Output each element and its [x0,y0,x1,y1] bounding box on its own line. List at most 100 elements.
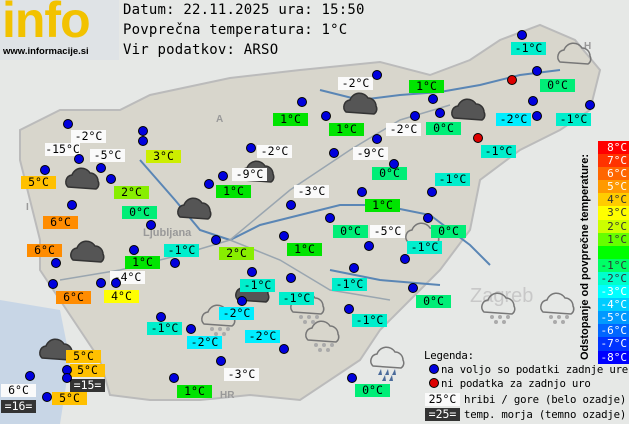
station-dot[interactable] [528,96,538,106]
scale-step: -7°C [598,337,629,351]
station-temperature: 5°C [66,350,101,363]
station-dot[interactable] [138,136,148,146]
date-line: Datum: 22.11.2025 ura: 15:50 [123,2,365,18]
station-temperature: -2°C [386,123,421,136]
station-dot[interactable] [427,187,437,197]
station-dot[interactable] [321,111,331,121]
station-dot[interactable] [410,111,420,121]
cloud-dark-icon [65,238,109,280]
station-dot[interactable] [517,30,527,40]
station-temperature: 0°C [122,206,157,219]
station-dot[interactable] [96,163,106,173]
station-dot[interactable] [408,283,418,293]
station-temperature: 1°C [409,80,444,93]
station-dot[interactable] [106,174,116,184]
station-dot[interactable] [204,179,214,189]
station-temperature: 1°C [125,256,160,269]
scale-step: 8°C [598,141,629,155]
station-dot[interactable] [216,356,226,366]
station-dot[interactable] [279,344,289,354]
station-dot[interactable] [74,154,84,164]
station-dot[interactable] [62,373,72,383]
station-temperature: -1°C [407,241,442,254]
station-dot[interactable] [297,97,307,107]
station-dot[interactable] [169,373,179,383]
station-temperature: 5°C [70,364,105,377]
station-dot[interactable] [400,254,410,264]
station-dot[interactable] [279,231,289,241]
station-temperature: -1°C [147,322,182,335]
station-dot[interactable] [357,187,367,197]
scale-step: 2°C [598,219,629,233]
station-dot[interactable] [372,134,382,144]
station-dot-missing[interactable] [473,133,483,143]
station-temperature: -15°C [45,142,80,156]
station-dot[interactable] [428,94,438,104]
legend-red-dot-icon [429,378,439,388]
station-dot[interactable] [347,373,357,383]
station-dot[interactable] [585,100,595,110]
station-dot[interactable] [532,111,542,121]
station-temperature: -2°C [257,145,292,158]
station-dot-missing[interactable] [507,75,517,85]
station-dot[interactable] [186,324,196,334]
cloud-outline-icon [552,40,596,82]
station-temperature: 1°C [177,385,212,398]
station-dot[interactable] [138,126,148,136]
station-dot[interactable] [129,245,139,255]
scale-step: 7°C [598,154,629,168]
station-dot[interactable] [247,267,257,277]
cloud-dark-icon [60,165,104,207]
logo-url[interactable]: www.informacije.si [3,46,89,57]
station-dot[interactable] [218,171,228,181]
station-dot[interactable] [111,278,121,288]
scale-step: -1°C [598,258,629,272]
station-dot[interactable] [286,273,296,283]
station-dot[interactable] [211,235,221,245]
station-dot[interactable] [435,108,445,118]
station-dot[interactable] [286,200,296,210]
station-dot[interactable] [325,213,335,223]
station-temperature: -1°C [332,278,367,291]
station-temperature: 4°C [104,290,139,303]
station-temperature: -2°C [496,113,531,126]
station-dot[interactable] [48,279,58,289]
station-dot[interactable] [170,258,180,268]
station-dot[interactable] [349,263,359,273]
station-dot[interactable] [96,278,106,288]
station-dot[interactable] [344,304,354,314]
station-dot[interactable] [63,119,73,129]
station-dot[interactable] [246,143,256,153]
legend-mountain-sample: 25°C [425,393,460,406]
station-dot[interactable] [67,200,77,210]
station-dot[interactable] [25,371,35,381]
station-dot[interactable] [146,220,156,230]
station-dot[interactable] [40,165,50,175]
station-dot[interactable] [51,258,61,268]
legend-blue-dot-icon [429,364,439,374]
station-dot[interactable] [237,296,247,306]
station-dot[interactable] [423,213,433,223]
station-temperature: -2°C [71,130,106,143]
station-dot[interactable] [156,312,166,322]
station-temperature: 6°C [1,384,36,397]
station-temperature: -5°C [370,225,405,238]
station-temperature: -1°C [164,244,199,257]
station-temperature: 0°C [333,225,368,238]
label-zagreb: Zagreb [470,285,533,307]
station-temperature: =15= [70,379,105,392]
station-temperature: 6°C [27,244,62,257]
legend-title: Legenda: [424,349,474,362]
station-dot[interactable] [372,70,382,80]
legend-sea: temp. morja (temno ozadje) [464,408,627,421]
station-dot[interactable] [389,159,399,169]
station-dot[interactable] [364,241,374,251]
scale-title: Odstopanje od povprečne temperature: [579,154,591,360]
station-temperature: -2°C [219,307,254,320]
station-temperature: 0°C [540,79,575,92]
logo[interactable]: info www.informacije.si [0,0,119,60]
cloud-snow-icon [535,290,579,332]
station-dot[interactable] [329,148,339,158]
station-dot[interactable] [532,66,542,76]
station-dot[interactable] [42,392,52,402]
